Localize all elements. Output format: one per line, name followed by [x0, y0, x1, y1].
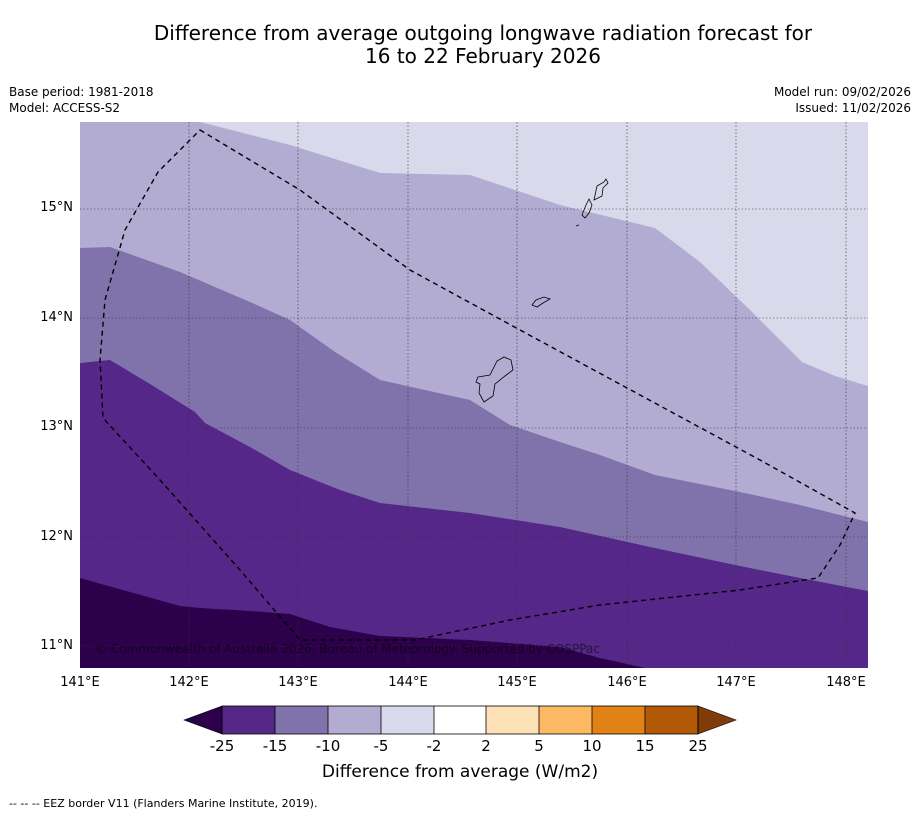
island-saipan: [593, 178, 609, 201]
model-run-text: Model run: 09/02/2026: [773, 85, 911, 99]
model-text: Model: ACCESS-S2: [9, 101, 121, 115]
lat-label-13n: 13°N: [40, 419, 73, 434]
lat-label-14n: 14°N: [40, 310, 73, 325]
colorbar-tick: 25: [688, 737, 708, 755]
lon-label-147e: 147°E: [716, 675, 756, 690]
lon-label-142e: 142°E: [169, 675, 209, 690]
title-line-2: 16 to 22 February 2026: [365, 44, 601, 68]
colorbar-title: Difference from average (W/m2): [321, 762, 599, 782]
graticule: [80, 122, 868, 668]
meta-right: Model run: 09/02/2026 Issued: 11/02/2026: [774, 84, 911, 116]
lon-label-145e: 145°E: [497, 675, 537, 690]
lon-label-141e: 141°E: [60, 675, 100, 690]
band-below-min: [80, 578, 645, 668]
lat-label-12n: 12°N: [40, 529, 73, 544]
islands: [475, 178, 609, 403]
colorbar-tick: -15: [262, 737, 288, 755]
island-aguijan: [575, 224, 580, 227]
colorbar-tick: -10: [315, 737, 341, 755]
base-period-text: Base period: 1981-2018: [9, 85, 154, 99]
island-rota: [531, 296, 551, 308]
copyright-text: © Commonwealth of Australia 2026, Bureau…: [95, 642, 600, 656]
colorbar-tick: -25: [209, 737, 235, 755]
title-line-1: Difference from average outgoing longwav…: [153, 21, 813, 45]
lon-label-146e: 146°E: [607, 675, 647, 690]
lon-label-143e: 143°E: [278, 675, 318, 690]
lat-label-11n: 11°N: [40, 638, 73, 653]
colorbar-tick: 5: [534, 737, 544, 755]
colorbar-tick: 10: [582, 737, 602, 755]
colorbar-tick: 2: [481, 737, 491, 755]
island-guam: [475, 356, 514, 403]
colorbar-tick: -2: [426, 737, 442, 755]
colorbar-tick: -5: [373, 737, 389, 755]
colorbar-tick: 15: [635, 737, 655, 755]
eez-footnote: -- -- -- EEZ border V11 (Flanders Marine…: [9, 797, 318, 810]
eez-border: [99, 129, 856, 641]
lon-label-144e: 144°E: [388, 675, 428, 690]
issued-text: Issued: 11/02/2026: [795, 101, 911, 115]
lat-label-15n: 15°N: [40, 200, 73, 215]
lon-label-148e: 148°E: [826, 675, 866, 690]
band-neg-25-15: [80, 360, 868, 668]
meta-left: Base period: 1981-2018 Model: ACCESS-S2: [9, 84, 154, 116]
map-area: © Commonwealth of Australia 2026, Bureau…: [80, 122, 868, 668]
island-tinian: [581, 198, 593, 219]
chart-title: Difference from average outgoing longwav…: [40, 22, 919, 68]
